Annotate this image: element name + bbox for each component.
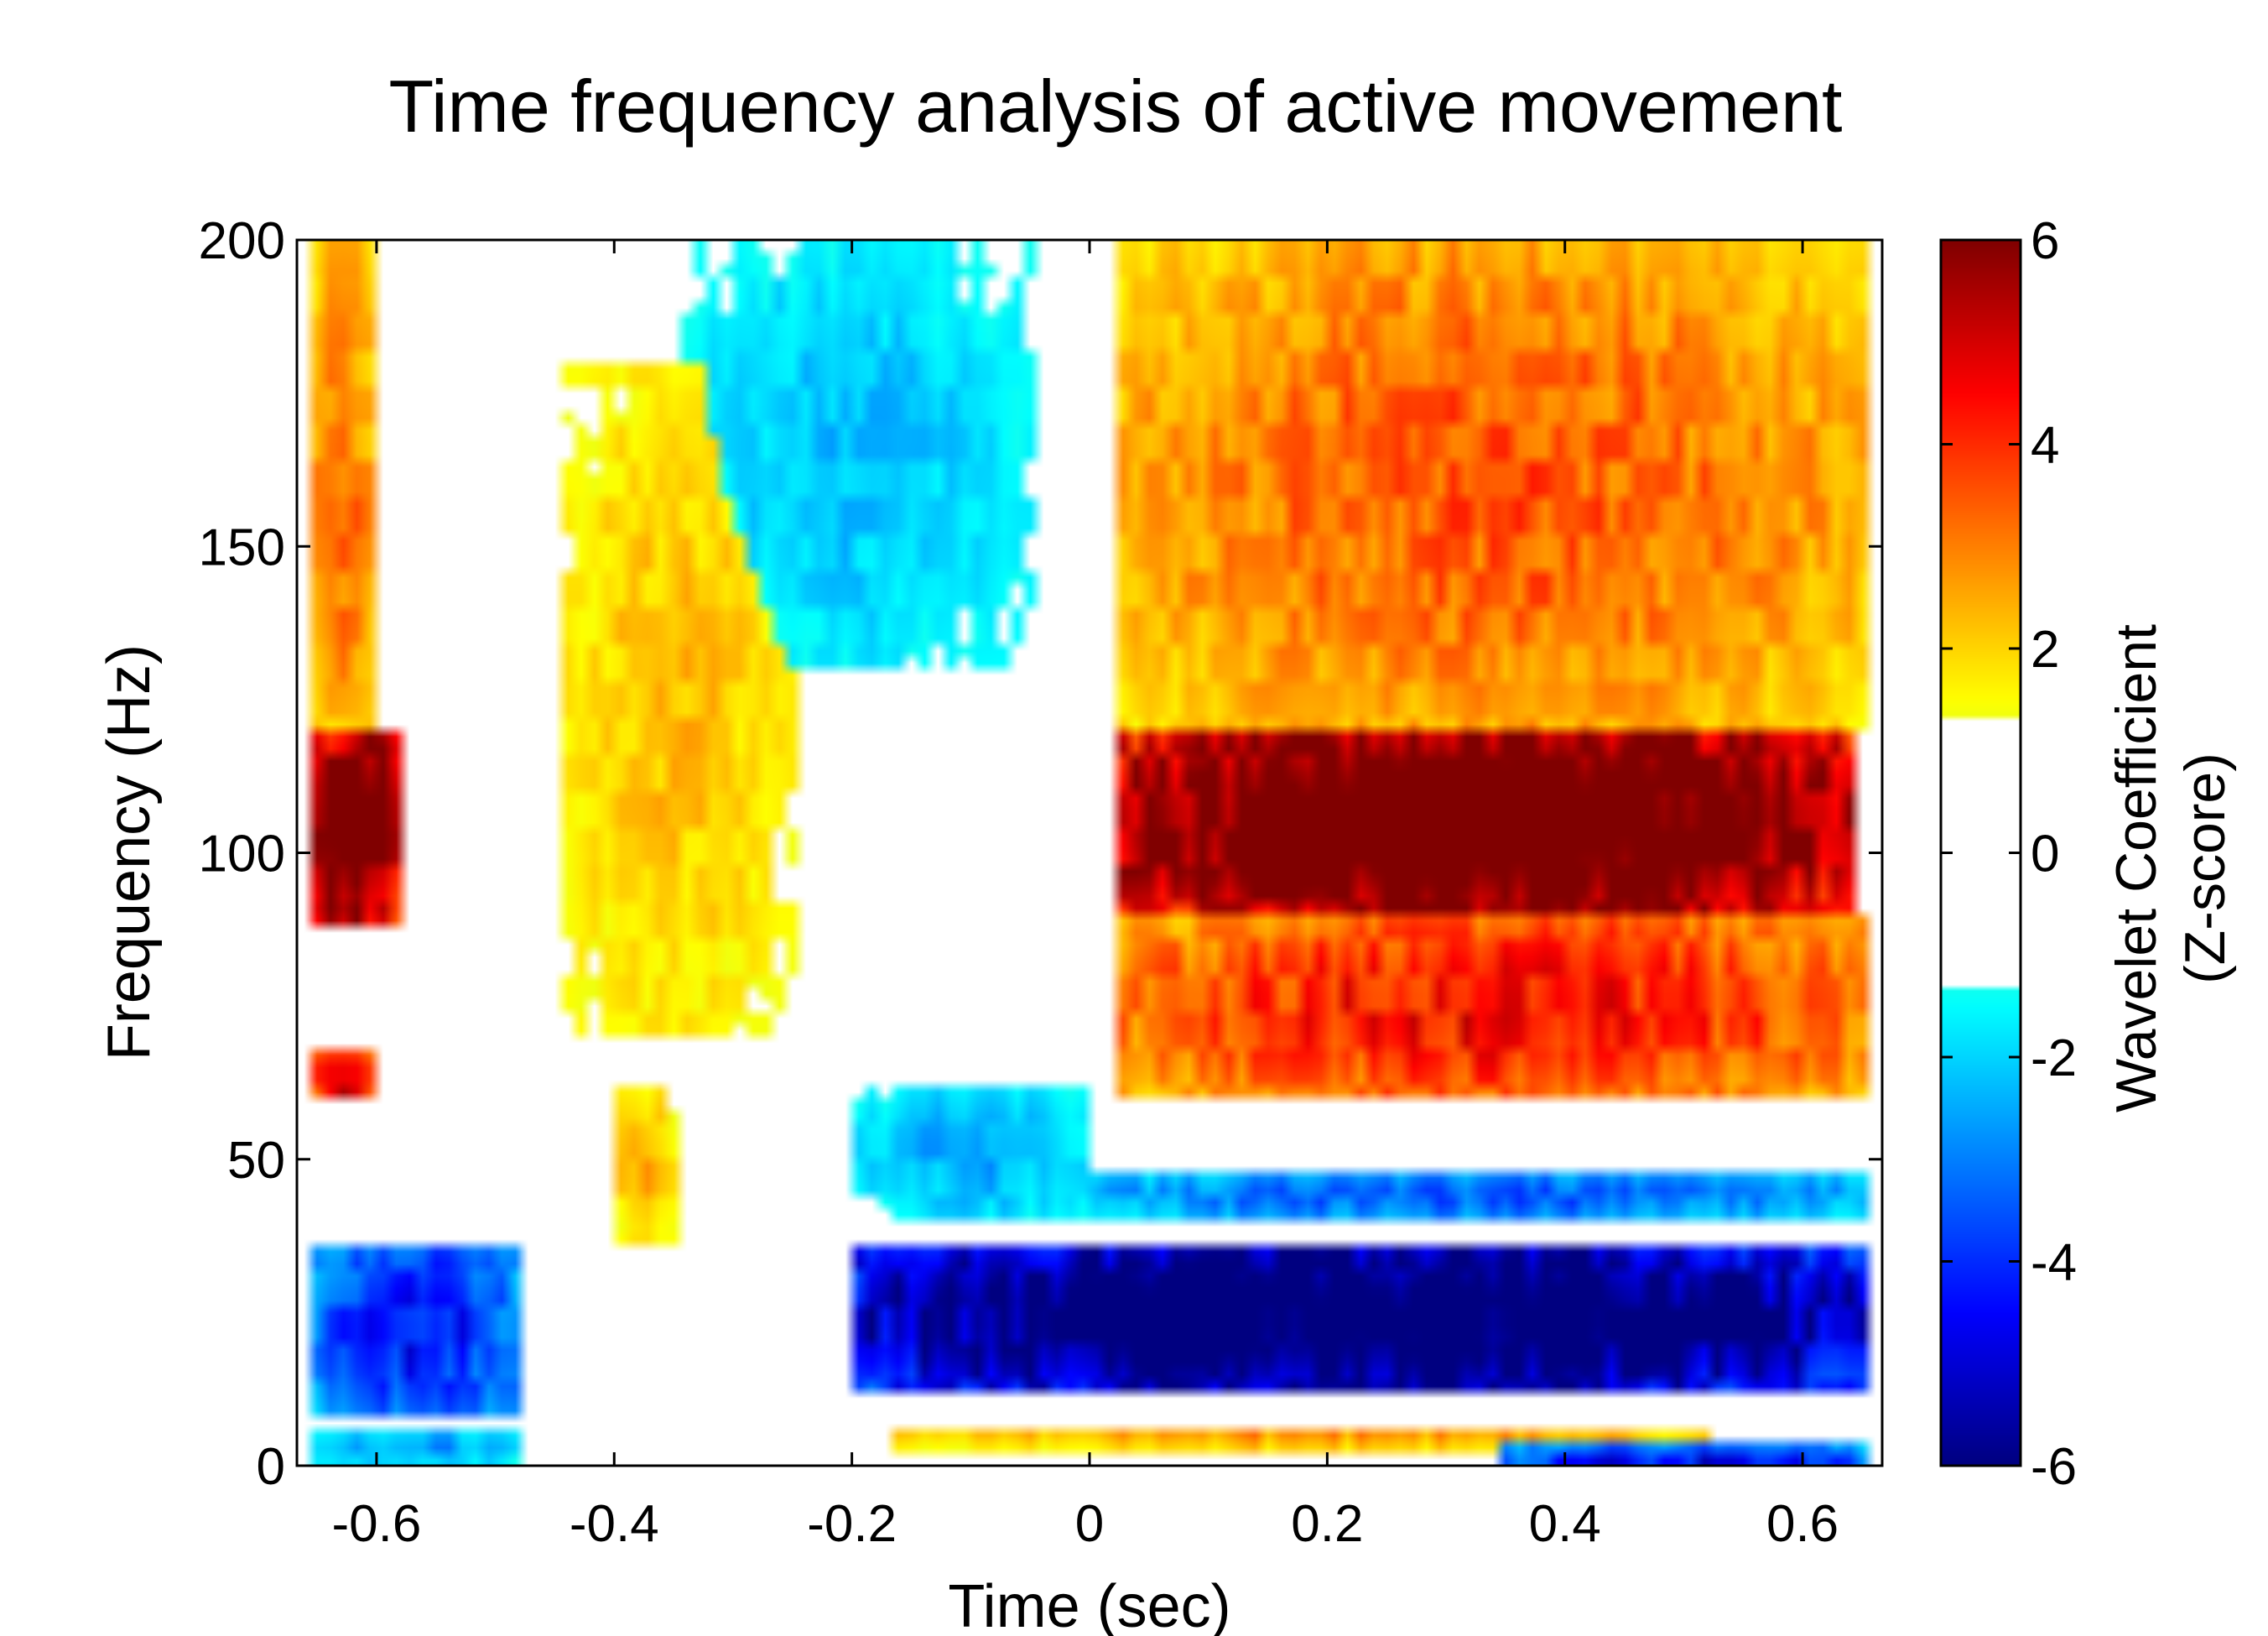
x-tick-label: 0 <box>1075 1495 1104 1553</box>
colorbar-tick-label: 2 <box>2031 621 2059 679</box>
y-tick-label: 0 <box>257 1438 285 1496</box>
colorbar-tick-label: 4 <box>2031 417 2059 475</box>
heatmap-image <box>297 240 1882 1466</box>
colorbar-tick-label: -2 <box>2031 1029 2077 1087</box>
y-tick-label: 150 <box>199 518 285 576</box>
y-axis-label: Frequency (Hz) <box>96 644 163 1060</box>
x-axis-label: Time (sec) <box>948 1573 1230 1636</box>
x-tick-label: 0.6 <box>1766 1495 1839 1553</box>
x-tick-label: -0.2 <box>807 1495 897 1553</box>
x-tick-label: 0.4 <box>1529 1495 1601 1553</box>
x-tick-label: -0.4 <box>570 1495 659 1553</box>
colorbar-tick-label: -4 <box>2031 1234 2077 1292</box>
x-tick-label: 0.2 <box>1291 1495 1363 1553</box>
chart-title: Time frequency analysis of active moveme… <box>388 65 1842 148</box>
y-tick-label: 200 <box>199 212 285 270</box>
colorbar-label-line2: (Z-score) <box>2173 753 2237 984</box>
colorbar: -6 -4 -2 0 2 4 6 Wavelet Coefficient (Z-score) <box>1941 212 2237 1496</box>
colorbar-tick-label: 6 <box>2031 212 2059 270</box>
y-tick-label: 50 <box>227 1132 285 1190</box>
colorbar-tick-label: -6 <box>2031 1438 2077 1496</box>
colorbar-gradient <box>1941 240 2021 1466</box>
x-tick-label: -0.6 <box>332 1495 422 1553</box>
heatmap-plot-area: -0.6 -0.4 -0.2 0 0.2 0.4 0.6 0 50 100 150 200 <box>199 212 1882 1553</box>
colorbar-tick-label: 0 <box>2031 826 2059 883</box>
y-tick-label: 100 <box>199 826 285 883</box>
colorbar-label-line1: Wavelet Coefficient <box>2104 624 2168 1112</box>
